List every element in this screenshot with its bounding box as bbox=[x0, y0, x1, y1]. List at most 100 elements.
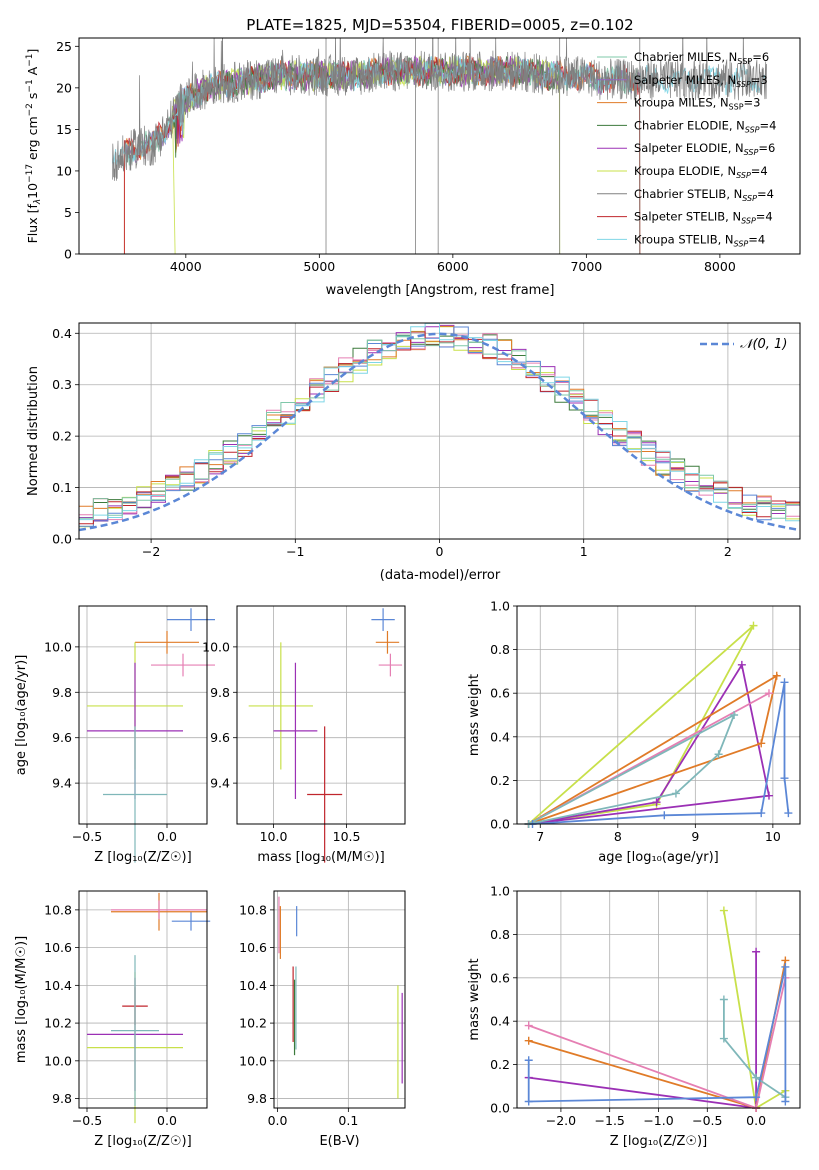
age-vs-mass-ytick-label: 10.0 bbox=[202, 639, 230, 654]
massweight-vs-Z-marker bbox=[524, 1097, 533, 1106]
massweight-vs-Z-marker bbox=[719, 906, 728, 915]
age-vs-Z-ytick-label: 9.8 bbox=[52, 685, 72, 700]
massweight-vs-Z-marker bbox=[781, 1097, 790, 1106]
spectrum-ytick-label: 20 bbox=[56, 80, 72, 95]
mass-vs-Z-ytick-label: 10.6 bbox=[44, 940, 72, 955]
normal-curve bbox=[78, 332, 801, 532]
massweight-vs-age-marker bbox=[737, 660, 746, 669]
residuals-grid: −2 −1 0 1 2 0.0 0.1 0.2 0.3 0.4 bbox=[52, 323, 800, 559]
massweight-vs-Z-ytick-label: 1.0 bbox=[490, 884, 510, 899]
massweight-vs-age-xtick-label: 7 bbox=[536, 829, 544, 844]
mass-vs-Z-ytick-label: 10.8 bbox=[44, 902, 72, 917]
legend-label-chabrier_miles: Chabrier MILES, NSSP=6 bbox=[634, 50, 769, 66]
massweight-vs-age-marker bbox=[764, 791, 773, 800]
mass-vs-ebv-ytick-label: 10.4 bbox=[239, 978, 267, 993]
massweight-vs-Z-xlabel: Z [log₁₀(Z/Z☉)] bbox=[610, 1134, 707, 1149]
residuals-ytick-label: 0.1 bbox=[52, 480, 72, 495]
mass-vs-Z-panel: −0.5 0.0 9.8 10.0 10.2 10.4 10.6 10.8 Z [log₁₀(Z… bbox=[14, 890, 211, 1149]
massweight-vs-Z-line bbox=[723, 999, 786, 1098]
massweight-vs-age-marker bbox=[780, 774, 789, 783]
residuals-hist-kroupa_stelib bbox=[79, 322, 800, 522]
spectrum-panel: PLATE=1825, MJD=53504, FIBERID=0005, z=0… bbox=[25, 16, 801, 298]
age-vs-mass-ytick-label: 9.4 bbox=[210, 776, 230, 791]
massweight-vs-Z-marker bbox=[524, 1056, 533, 1065]
massweight-vs-age-marker bbox=[749, 621, 758, 630]
massweight-vs-Z-panel: −2.0 −1.5 −1.0 −0.5 0.0 0.0 0.2 0.4 0.6 0.8 1.0 Z [… bbox=[467, 884, 801, 1149]
age-vs-Z-ytick-label: 10.0 bbox=[44, 639, 72, 654]
massweight-vs-Z-xtick-label: −1.0 bbox=[643, 1113, 673, 1128]
age-vs-mass-xtick-label: 10.0 bbox=[260, 829, 288, 844]
massweight-vs-Z-marker bbox=[524, 1021, 533, 1030]
massweight-vs-age-line bbox=[528, 673, 779, 825]
residuals-xtick-label: −1 bbox=[286, 544, 304, 559]
legend-label-chabrier_stelib: Chabrier STELIB, NSSP=4 bbox=[634, 187, 774, 203]
massweight-vs-age-xtick-label: 10 bbox=[765, 829, 781, 844]
small-panels: −0.5 0.0 9.4 9.6 9.8 10.0 Z [log₁₀(Z/Z☉)] age [… bbox=[14, 599, 801, 1149]
massweight-vs-age-marker bbox=[757, 739, 766, 748]
age-vs-Z-ylabel: age [log₁₀(age/yr)] bbox=[14, 655, 29, 776]
massweight-vs-age-xlabel: age [log₁₀(age/yr)] bbox=[598, 850, 719, 865]
massweight-vs-age-ytick-label: 0.0 bbox=[490, 817, 510, 832]
spectrum-series bbox=[111, 38, 767, 254]
mass-vs-ebv-ytick-label: 9.8 bbox=[247, 1091, 267, 1106]
residuals-xtick-label: 2 bbox=[724, 544, 732, 559]
spectrum-xtick-label: 8000 bbox=[704, 259, 736, 274]
legend-label-salpeter_stelib: Salpeter STELIB, NSSP=4 bbox=[634, 210, 773, 226]
massweight-vs-Z-ytick-label: 0.4 bbox=[490, 1014, 510, 1029]
spectrum-axes-frame bbox=[78, 37, 801, 255]
mass-vs-Z-ylabel: mass [log₁₀(M/M☉)] bbox=[14, 936, 29, 1063]
mass-vs-ebv-panel: 0.0 0.1 9.8 10.0 10.2 10.4 10.6 10.8 E(B-V) bbox=[239, 890, 406, 1149]
age-vs-Z-axes-frame bbox=[78, 605, 208, 825]
mass-vs-ebv-ytick-label: 10.6 bbox=[239, 940, 267, 955]
age-vs-Z-xlabel: Z [log₁₀(Z/Z☉)] bbox=[94, 850, 191, 865]
age-vs-mass-xlabel: mass [log₁₀(M/M☉)] bbox=[257, 850, 384, 865]
residuals-hist-chabrier_miles bbox=[79, 336, 800, 519]
age-vs-mass-xtick-label: 10.5 bbox=[333, 829, 361, 844]
mass-vs-Z-xtick-label: −0.5 bbox=[72, 1113, 102, 1128]
mass-vs-Z-ytick-label: 10.0 bbox=[44, 1053, 72, 1068]
age-vs-mass-ytick-label: 9.6 bbox=[210, 730, 230, 745]
massweight-vs-age-marker bbox=[652, 798, 661, 807]
massweight-vs-age-ytick-label: 0.6 bbox=[490, 686, 510, 701]
spectrum-ylabel: Flux [fλ10−17 erg cm−2 s−1 A−1] bbox=[25, 49, 43, 244]
age-vs-mass-axes-frame bbox=[236, 605, 406, 825]
spectrum-ytick-label: 15 bbox=[56, 122, 72, 137]
massweight-vs-Z-marker bbox=[752, 947, 761, 956]
legend-label-kroupa_elodie: Kroupa ELODIE, NSSP=4 bbox=[634, 164, 768, 180]
massweight-vs-Z-xtick-label: 0.0 bbox=[746, 1113, 766, 1128]
massweight-vs-age-xtick-label: 8 bbox=[614, 829, 622, 844]
spectrum-xtick-label: 6000 bbox=[437, 259, 469, 274]
mass-vs-ebv-xlabel: E(B-V) bbox=[319, 1134, 359, 1149]
massweight-vs-age-ytick-label: 0.8 bbox=[490, 642, 510, 657]
massweight-vs-age-marker bbox=[772, 671, 781, 680]
massweight-vs-Z-ylabel: mass weight bbox=[467, 958, 482, 1040]
residuals-ytick-label: 0.4 bbox=[52, 326, 72, 341]
mass-vs-ebv-xtick-label: 0.0 bbox=[268, 1113, 288, 1128]
massweight-vs-Z-line bbox=[528, 951, 757, 1110]
residuals-xtick-label: 1 bbox=[580, 544, 588, 559]
spectrum-line-chabrier_stelib bbox=[112, 38, 767, 181]
massweight-vs-Z-marker bbox=[524, 1036, 533, 1045]
mass-vs-ebv-ytick-label: 10.2 bbox=[239, 1016, 267, 1031]
spectrum-xlabel: wavelength [Angstrom, rest frame] bbox=[326, 283, 555, 298]
massweight-vs-Z-marker bbox=[719, 995, 728, 1004]
mass-vs-Z-ytick-label: 9.8 bbox=[52, 1091, 72, 1106]
spectrum-ytick-label: 0 bbox=[64, 247, 72, 262]
mass-vs-Z-axes-frame bbox=[78, 890, 208, 1109]
massweight-vs-age-xtick-label: 9 bbox=[691, 829, 699, 844]
spectrum-ytick-label: 10 bbox=[56, 163, 72, 178]
massweight-vs-age-marker bbox=[714, 750, 723, 759]
massweight-vs-age-marker bbox=[757, 809, 766, 818]
age-vs-mass-panel: 10.0 10.5 9.4 9.6 9.8 10.0 mass [log₁₀(M/M☉)] bbox=[202, 605, 406, 865]
normal-legend-label: 𝒩(0, 1) bbox=[740, 337, 787, 352]
massweight-vs-age-ytick-label: 0.2 bbox=[490, 773, 510, 788]
massweight-vs-age-ylabel: mass weight bbox=[467, 674, 482, 756]
massweight-vs-age-marker bbox=[730, 711, 739, 719]
residuals-ylabel: Normed distribution bbox=[26, 366, 41, 496]
massweight-vs-Z-marker bbox=[752, 1073, 761, 1082]
mass-vs-Z-ytick-label: 10.4 bbox=[44, 978, 72, 993]
age-vs-Z-ytick-label: 9.4 bbox=[52, 776, 72, 791]
mass-vs-Z-xtick-label: 0.0 bbox=[157, 1113, 177, 1128]
massweight-vs-age-marker bbox=[764, 689, 773, 698]
